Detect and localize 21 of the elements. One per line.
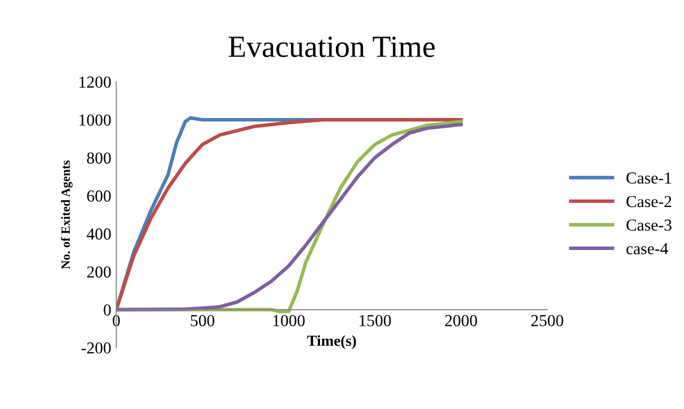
x-tick-label: 1500	[360, 315, 391, 326]
x-tick-label: 500	[190, 315, 214, 326]
x-axis-title: Time(s)	[307, 335, 356, 350]
y-tick-label: 0	[104, 304, 111, 316]
legend-label: case-4	[626, 243, 668, 254]
y-axis-title: No. of Exited Agents	[60, 160, 73, 269]
y-tick-label: 600	[87, 190, 111, 202]
y-tick-label: -200	[81, 342, 111, 354]
legend-label: Case-2	[626, 196, 672, 208]
y-tick-label: 400	[86, 228, 111, 240]
chart-title: Evacuation Time	[228, 36, 435, 58]
y-tick-label: 1000	[80, 114, 111, 126]
x-tick-label: 2500	[531, 315, 564, 326]
y-tick-label: 200	[87, 266, 111, 278]
x-tick-label: 1000	[273, 315, 305, 326]
legend-label: Case-1	[626, 172, 672, 184]
y-tick-label: 800	[87, 152, 111, 164]
legend-label: Case-3	[626, 220, 672, 231]
y-tick-label: 1200	[80, 76, 111, 88]
x-tick-label: 2000	[445, 315, 478, 326]
x-tick-label: 0	[112, 315, 120, 326]
